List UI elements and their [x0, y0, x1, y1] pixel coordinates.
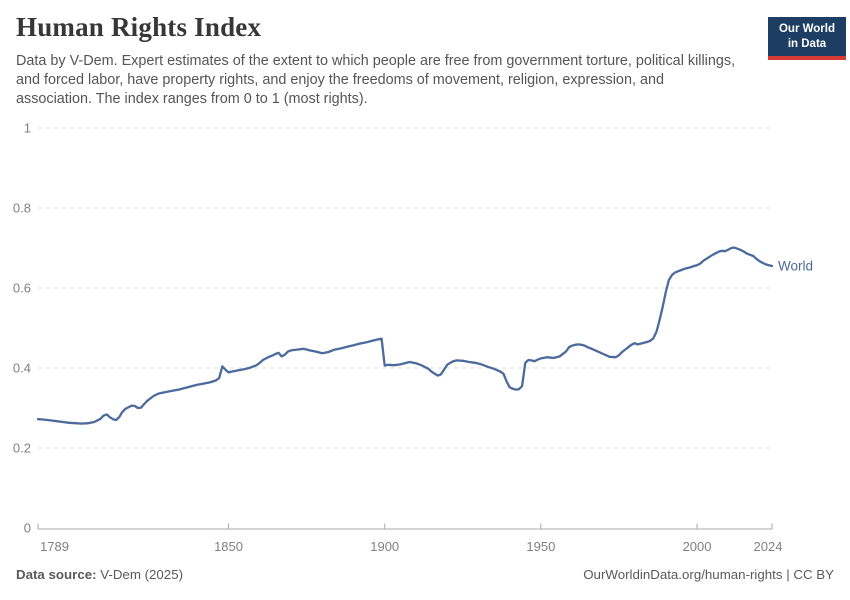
x-tick-label-1789: 1789 — [40, 539, 69, 554]
y-tick-label-0: 0 — [24, 521, 31, 536]
y-tick-label-0.8: 0.8 — [13, 201, 31, 216]
series-label-world: World — [778, 259, 813, 274]
chart-canvas: 0 0.2 0.4 0.6 0.8 1 1789 1850 1900 1950 2000 2024 Wo… — [13, 121, 813, 555]
x-tick-label-2000: 2000 — [683, 539, 712, 554]
chart-footer: Data source: V-Dem (2025) OurWorldinData… — [16, 567, 834, 582]
x-tick-label-2024: 2024 — [754, 539, 783, 554]
chart-subtitle: Data by V-Dem. Expert estimates of the e… — [16, 53, 736, 108]
x-tick-label-1900: 1900 — [370, 539, 399, 554]
owid-logo-line1: Our World — [778, 23, 835, 35]
series-line-world — [36, 246, 774, 425]
x-tick-label-1950: 1950 — [526, 539, 555, 554]
x-tick-label-1850: 1850 — [214, 539, 243, 554]
data-source-label: Data source: — [16, 567, 97, 582]
y-tick-label-0.6: 0.6 — [13, 281, 31, 296]
y-tick-label-0.2: 0.2 — [13, 441, 31, 456]
y-tick-label-1: 1 — [24, 121, 31, 136]
page-title: Human Rights Index — [16, 12, 262, 42]
owid-logo[interactable]: Our World in Data — [768, 17, 846, 60]
y-tick-label-0.4: 0.4 — [13, 361, 31, 376]
data-source: Data source: V-Dem (2025) — [16, 567, 183, 582]
owid-logo-line2: in Data — [787, 37, 827, 50]
data-source-value: V-Dem (2025) — [96, 567, 184, 582]
license-link[interactable]: OurWorldinData.org/human-rights | CC BY — [583, 567, 834, 582]
